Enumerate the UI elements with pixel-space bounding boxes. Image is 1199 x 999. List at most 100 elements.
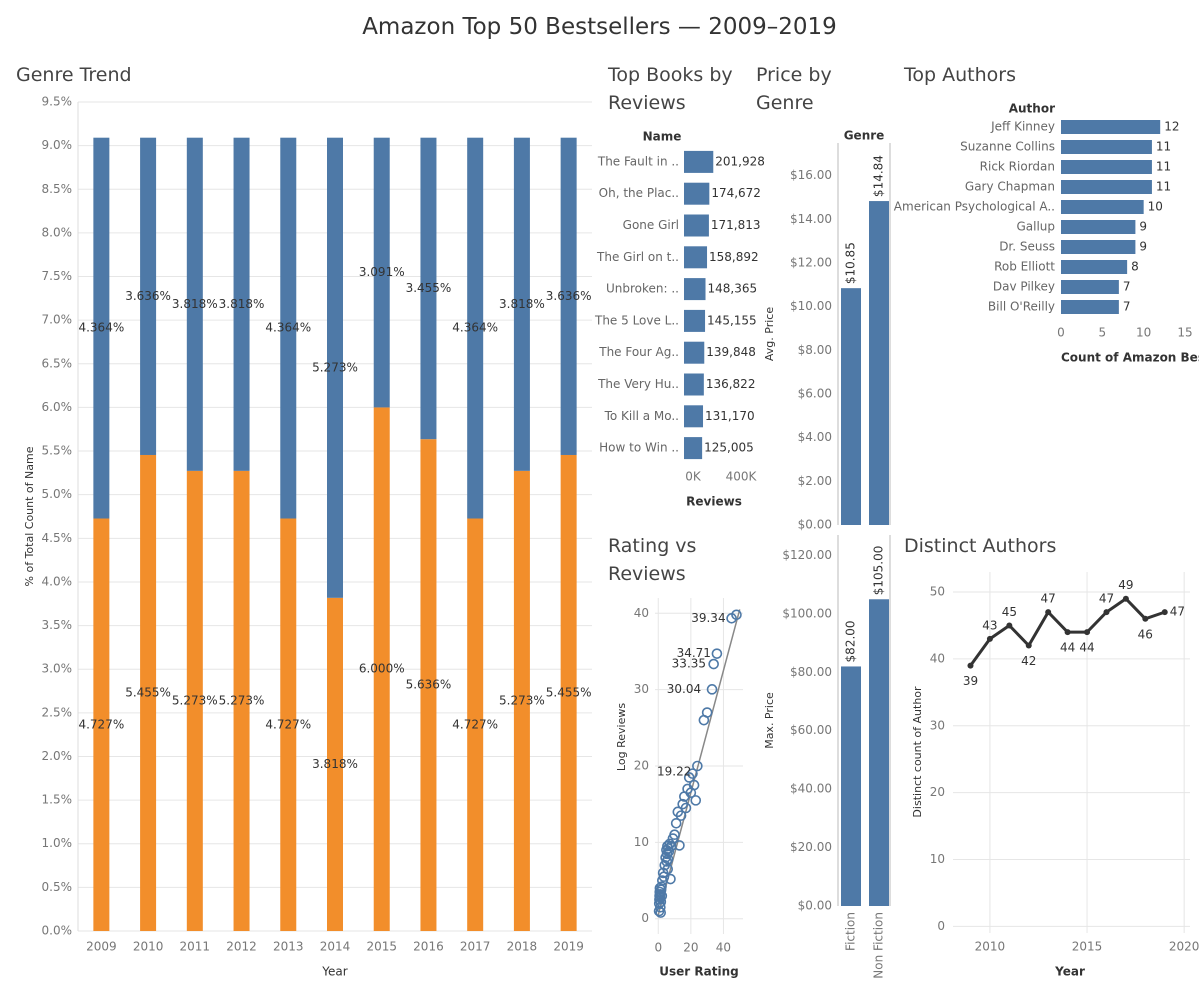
y-axis-title: Distinct count of Author <box>911 686 924 818</box>
scatter-point <box>655 901 666 913</box>
data-label: 5.273% <box>499 693 545 707</box>
bar-author <box>1061 300 1119 314</box>
author-name-label: Gallup <box>1016 220 1055 234</box>
data-label: 3.818% <box>499 297 545 311</box>
x-axis-title: Year <box>321 965 347 979</box>
y-tick-label: 4.5% <box>42 531 73 545</box>
row-header: Name <box>643 130 682 144</box>
book-name-label: Oh, the Plac.. <box>599 186 679 200</box>
bar-fiction <box>186 470 203 931</box>
point-label: 19.22 <box>657 764 691 778</box>
bar-price <box>869 201 889 525</box>
data-label: $82.00 <box>844 620 858 662</box>
y-axis-title: Log Reviews <box>615 703 628 771</box>
data-label: 42 <box>1021 654 1036 668</box>
scatter-point <box>692 760 703 772</box>
y-tick-label: 2.5% <box>42 705 73 719</box>
x-tick-label: 2009 <box>86 940 117 954</box>
data-label: 5.273% <box>219 693 265 707</box>
x-tick-label: 2016 <box>413 940 444 954</box>
scatter-point <box>665 840 677 852</box>
line-point <box>1084 629 1091 636</box>
data-label: 7 <box>1123 300 1131 314</box>
x-tick-label: 2012 <box>226 940 257 954</box>
y-tick-label: $80.00 <box>790 665 832 679</box>
bar-author <box>1061 260 1128 274</box>
author-name-label: Rick Riordan <box>980 160 1055 174</box>
data-label: 9 <box>1139 240 1147 254</box>
bar-fiction <box>93 518 110 931</box>
data-label: 125,005 <box>704 441 754 455</box>
y-tick-label: 7.5% <box>42 269 73 283</box>
author-name-label: Dr. Seuss <box>999 240 1055 254</box>
scatter-point <box>654 888 666 900</box>
bar-nonfiction <box>373 137 390 408</box>
bar-nonfiction <box>186 137 203 471</box>
y-tick-label: 6.0% <box>42 400 73 414</box>
bar-book <box>684 246 708 269</box>
scatter-point <box>656 890 668 902</box>
bar-book <box>684 278 706 301</box>
top-authors-title: Top Authors <box>904 64 1016 86</box>
data-label: 139,848 <box>706 345 756 359</box>
bar-book <box>684 405 704 428</box>
bar-author <box>1061 160 1152 174</box>
book-name-label: To Kill a Mo.. <box>604 409 679 423</box>
bar-book <box>684 309 706 332</box>
bar-fiction <box>420 439 437 931</box>
data-label: 4.364% <box>78 321 124 335</box>
scatter-point <box>690 795 702 806</box>
data-label: 3.636% <box>125 289 171 303</box>
data-label: 43 <box>982 618 997 632</box>
data-label: 145,155 <box>707 313 757 327</box>
y-tick-label: $2.00 <box>798 474 832 488</box>
data-label: 174,672 <box>711 186 761 200</box>
book-name-label: The Very Hu.. <box>597 377 679 391</box>
bar-book <box>684 214 709 237</box>
data-label: 6.000% <box>359 662 405 676</box>
y-tick-label: 50 <box>930 585 945 599</box>
x-tick-label: 2020 <box>1169 940 1199 954</box>
data-label: 11 <box>1156 180 1171 194</box>
bar-nonfiction <box>560 137 577 455</box>
bar-fiction <box>280 518 297 931</box>
bar-fiction <box>140 454 157 931</box>
data-label: 44 <box>1060 641 1075 655</box>
y-tick-label: $4.00 <box>798 430 832 444</box>
author-name-label: Rob Elliott <box>994 260 1055 274</box>
data-label: 7 <box>1123 280 1131 294</box>
y-axis-title: Max. Price <box>763 692 776 749</box>
bar-author <box>1061 280 1119 294</box>
y-tick-label: 20 <box>634 759 649 773</box>
x-axis-title: Count of Amazon Bes.. <box>1061 351 1199 365</box>
bar-nonfiction <box>93 137 110 519</box>
data-label: 4.727% <box>78 717 124 731</box>
scatter-point <box>655 907 667 918</box>
y-tick-label: $60.00 <box>790 723 832 737</box>
bar-nonfiction <box>140 137 157 455</box>
dashboard-title: Amazon Top 50 Bestsellers — 2009–2019 <box>362 14 837 40</box>
author-name-label: Bill O'Reilly <box>988 300 1055 314</box>
x-tick-label: 0K <box>685 470 702 484</box>
x-category-label: Fiction <box>844 912 858 951</box>
bar-price <box>841 666 861 906</box>
bar-book <box>684 437 703 460</box>
y-tick-label: $120.00 <box>782 548 832 562</box>
x-tick-label: 2019 <box>553 940 584 954</box>
scatter-point <box>663 846 675 857</box>
bar-author <box>1061 220 1136 234</box>
x-tick-label: 40 <box>716 941 731 955</box>
y-tick-label: $0.00 <box>798 518 832 532</box>
bar-price <box>869 599 889 906</box>
bar-nonfiction <box>467 137 484 519</box>
line-point <box>1025 642 1032 649</box>
y-tick-label: $10.00 <box>790 299 832 313</box>
bar-book <box>684 373 704 396</box>
scatter-point <box>731 609 742 621</box>
y-tick-label: $12.00 <box>790 256 832 270</box>
x-tick-label: 2011 <box>180 940 211 954</box>
data-label: 5.273% <box>312 360 358 374</box>
data-label: 9 <box>1139 220 1147 234</box>
data-label: 3.091% <box>359 265 405 279</box>
